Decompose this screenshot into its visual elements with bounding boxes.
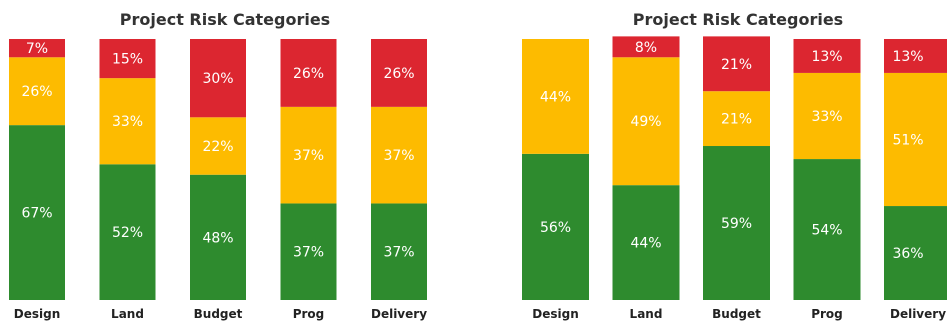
bar-segment-prog-2 (280, 39, 337, 107)
bar-segment-design-0 (9, 125, 65, 300)
data-label: 44% (540, 89, 571, 105)
bar-segment-land-0 (99, 164, 156, 300)
data-label: 37% (293, 148, 324, 164)
bar-segment-delivery-0 (884, 206, 947, 300)
data-label: 37% (293, 245, 324, 261)
data-label: 30% (202, 71, 233, 87)
bar-segment-budget-0 (703, 146, 770, 300)
data-label: 67% (21, 206, 52, 222)
data-label: 22% (202, 139, 233, 155)
data-label: 48% (202, 230, 233, 246)
data-label: 8% (635, 40, 657, 56)
bar-segment-design-0 (522, 153, 589, 300)
bar-segment-design-1 (522, 39, 589, 154)
bar-segment-land-1 (99, 78, 156, 165)
data-label: 26% (21, 84, 52, 100)
bar-segment-prog-0 (280, 203, 337, 300)
category-label: Prog (811, 307, 843, 321)
category-label: Prog (293, 307, 325, 321)
bar-segment-budget-1 (190, 117, 246, 175)
data-label: 56% (540, 220, 571, 236)
data-label: 37% (383, 245, 414, 261)
bar-segment-delivery-2 (884, 39, 947, 73)
data-label: 13% (892, 49, 923, 65)
data-label: 33% (112, 114, 143, 130)
bar-segment-prog-1 (280, 106, 337, 204)
data-label: 59% (721, 216, 752, 232)
data-label: 26% (383, 66, 414, 82)
data-label: 33% (811, 109, 842, 125)
data-label: 51% (892, 132, 923, 148)
bar-segment-prog-2 (793, 39, 861, 73)
bar-segment-delivery-1 (371, 106, 427, 204)
data-label: 21% (721, 57, 752, 73)
data-label: 44% (630, 236, 661, 252)
data-label: 52% (112, 225, 143, 241)
data-label: 54% (811, 223, 842, 239)
chart-right: Project Risk Categories 56% 44% Design 44% 4… (522, 10, 947, 321)
data-label: 49% (630, 114, 661, 130)
data-label: 21% (721, 112, 752, 128)
category-label: Budget (712, 307, 761, 321)
bar-segment-land-1 (612, 57, 680, 186)
bar-segment-budget-2 (703, 36, 770, 92)
chart-left: Project Risk Categories 67% 26% 7% Design 52… (9, 10, 427, 321)
bar-segment-budget-1 (703, 91, 770, 147)
data-label: 15% (112, 52, 143, 68)
bar-segment-budget-0 (190, 174, 246, 300)
bar-segment-delivery-2 (371, 39, 427, 107)
data-label: 37% (383, 148, 414, 164)
data-label: 13% (811, 49, 842, 65)
bar-segment-delivery-1 (884, 72, 947, 207)
bar-segment-delivery-0 (371, 203, 427, 300)
data-label: 7% (26, 41, 48, 57)
data-label: 26% (293, 66, 324, 82)
category-label: Design (532, 307, 579, 321)
bar-segment-land-0 (612, 185, 680, 300)
category-label: Land (630, 307, 663, 321)
category-label: Budget (194, 307, 243, 321)
bar-segment-budget-2 (190, 39, 246, 118)
chart-title: Project Risk Categories (120, 10, 330, 29)
bar-segment-prog-0 (793, 159, 861, 300)
category-label: Delivery (890, 307, 946, 321)
bar-segment-land-2 (99, 39, 156, 79)
bar-segment-prog-1 (793, 72, 861, 160)
bar-segment-design-1 (9, 57, 65, 126)
bar-segment-land-2 (612, 36, 680, 58)
category-label: Land (111, 307, 144, 321)
chart-title: Project Risk Categories (633, 10, 843, 29)
data-label: 36% (892, 246, 923, 262)
category-label: Delivery (371, 307, 427, 321)
bar-segment-design-2 (9, 39, 65, 58)
category-label: Design (14, 307, 61, 321)
